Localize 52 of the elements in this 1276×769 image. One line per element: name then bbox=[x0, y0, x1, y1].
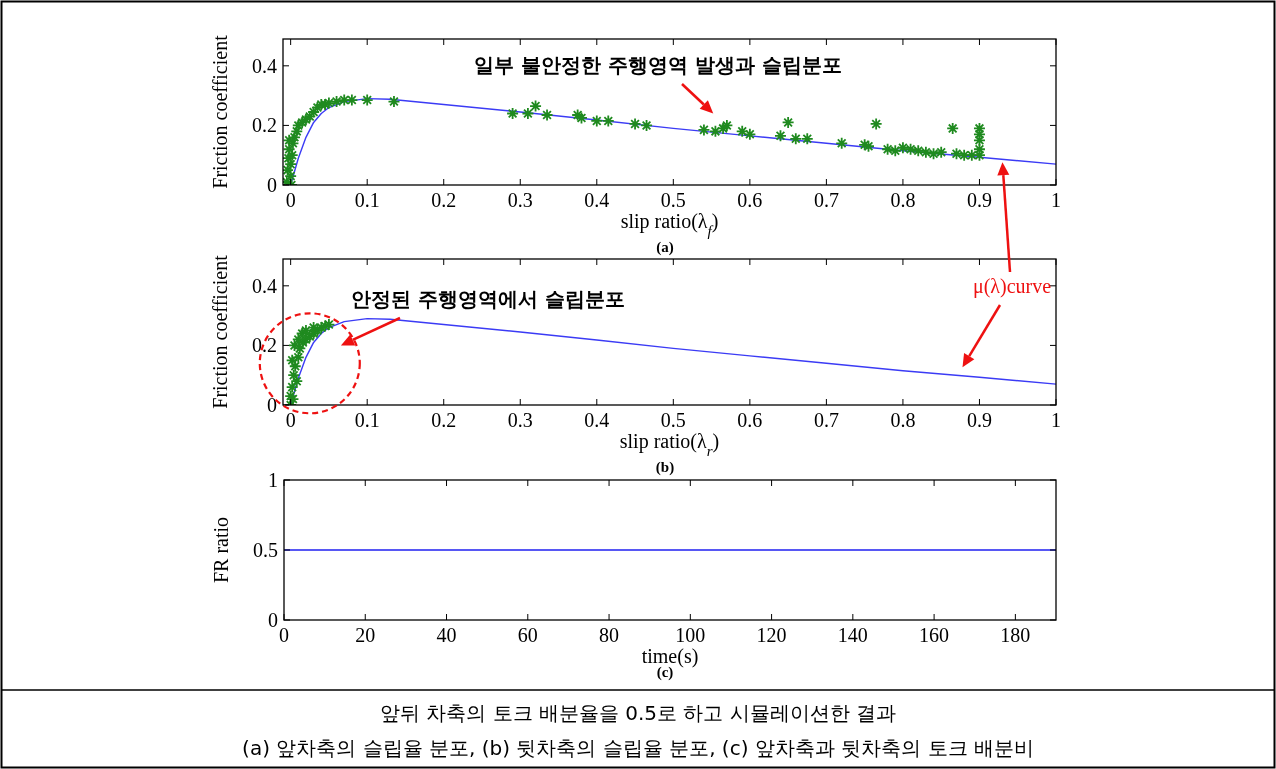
x-tick-label: 0.9 bbox=[966, 189, 992, 211]
x-tick-label: 0.5 bbox=[660, 409, 686, 431]
y-tick-label: 0.4 bbox=[252, 274, 277, 297]
x-tick-label: 0.9 bbox=[966, 409, 992, 431]
x-tick-label: 0.1 bbox=[354, 409, 380, 431]
x-tick-label: 1 bbox=[1051, 189, 1061, 211]
y-tick-label: 0 bbox=[268, 609, 278, 631]
x-tick-label: 60 bbox=[517, 624, 538, 646]
x-tick-label: 80 bbox=[599, 624, 620, 646]
y-axis-title: Friction coefficient bbox=[209, 34, 231, 189]
x-axis-title: slip ratio(λ$_{f}$) bbox=[620, 210, 719, 239]
y-tick-label: 0.5 bbox=[253, 539, 278, 561]
x-tick-label: 40 bbox=[436, 624, 457, 646]
x-tick-label: 0 bbox=[285, 409, 296, 431]
x-tick-label: 0.4 bbox=[584, 189, 610, 211]
x-tick-label: 0.4 bbox=[584, 409, 610, 431]
y-tick-label: 0 bbox=[267, 174, 277, 196]
x-tick-label: 20 bbox=[355, 624, 376, 646]
annotation: μ(λ)curve bbox=[972, 275, 1052, 298]
x-tick-label: 0.8 bbox=[890, 409, 916, 431]
x-tick-label: 120 bbox=[756, 624, 787, 646]
x-tick-label: 100 bbox=[675, 624, 706, 646]
y-tick-label: 0.4 bbox=[252, 54, 277, 77]
x-tick-label: 180 bbox=[1000, 624, 1031, 646]
x-tick-label: 0.5 bbox=[660, 189, 686, 211]
x-tick-label: 140 bbox=[837, 624, 868, 646]
text: (b) bbox=[655, 459, 675, 476]
text: (a) 앞차축의 슬립율 분포, (b) 뒷차축의 슬립율 분포, (c) 앞차축과 뒷차축의 토크 배분비 bbox=[242, 736, 1034, 760]
x-tick-label: 0.3 bbox=[507, 409, 533, 431]
annotation: 일부 불안정한 주행영역 발생과 슬립분포 bbox=[474, 53, 842, 77]
annotation: 안정된 주행영역에서 슬립분포 bbox=[351, 287, 625, 311]
text: 앞뒤 차축의 토크 배분율을 0.5로 하고 시뮬레이션한 결과 bbox=[379, 701, 897, 725]
x-tick-label: 0.6 bbox=[737, 409, 763, 431]
x-tick-label: 0.7 bbox=[813, 189, 839, 211]
x-tick-label: 1 bbox=[1051, 409, 1061, 431]
text: (a) bbox=[656, 239, 674, 256]
y-tick-label: 0.2 bbox=[252, 114, 277, 137]
x-tick-label: 0.1 bbox=[354, 189, 380, 211]
y-tick-label: 0 bbox=[267, 394, 277, 416]
x-axis-title: slip ratio(λ$_{r}$) bbox=[619, 430, 720, 459]
x-tick-label: 160 bbox=[919, 624, 950, 646]
x-tick-label: 0.6 bbox=[737, 189, 763, 211]
y-axis-title: FR ratio bbox=[210, 516, 232, 584]
x-tick-label: 0.8 bbox=[890, 189, 916, 211]
x-tick-label: 0.2 bbox=[431, 409, 457, 431]
x-tick-label: 0.2 bbox=[431, 189, 457, 211]
y-tick-label: 0.2 bbox=[252, 334, 277, 357]
y-axis-title: Friction coefficient bbox=[209, 254, 231, 409]
x-tick-label: 0.7 bbox=[813, 409, 839, 431]
y-tick-label: 1 bbox=[268, 469, 278, 491]
x-tick-label: 0 bbox=[285, 189, 296, 211]
x-tick-label: 0.3 bbox=[507, 189, 533, 211]
